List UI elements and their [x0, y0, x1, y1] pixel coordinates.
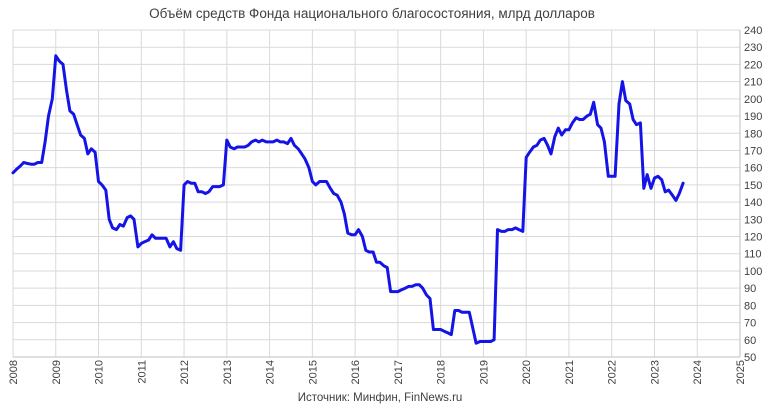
x-tick-label: 2015: [307, 360, 319, 384]
axis-layer: [13, 30, 741, 358]
x-tick-label: 2025: [735, 360, 747, 384]
grid-layer: [12, 29, 741, 358]
y-tick-label: 170: [744, 145, 762, 157]
x-tick-label: 2008: [8, 360, 20, 384]
series-line-0: [11, 54, 685, 345]
y-tick-label: 110: [744, 249, 762, 261]
x-tick-label: 2024: [692, 360, 704, 384]
x-tick-label: 2023: [649, 360, 661, 384]
x-tick-label: 2016: [350, 360, 362, 384]
y-tick-label: 130: [744, 214, 762, 226]
x-tick-label: 2009: [51, 360, 63, 384]
x-tick-label: 2018: [436, 360, 448, 384]
y-tick-label: 180: [744, 128, 762, 140]
chart-title: Объём средств Фонда национального благос…: [149, 6, 595, 21]
x-tick-label: 2017: [393, 360, 405, 384]
y-tick-label: 240: [744, 25, 762, 37]
y-tick-label: 120: [744, 232, 762, 244]
x-tick-label: 2020: [521, 360, 533, 384]
y-tick-label: 150: [744, 180, 762, 192]
series-layer: [11, 54, 685, 345]
x-tick-label: 2012: [179, 360, 191, 384]
y-tick-label: 100: [744, 266, 762, 278]
x-tick-label: 2021: [564, 360, 576, 384]
y-tick-label: 200: [744, 94, 762, 106]
x-tick-label: 2019: [478, 360, 490, 384]
x-tick-label: 2013: [222, 360, 234, 384]
y-tick-label: 60: [744, 335, 756, 347]
y-tick-label: 220: [744, 59, 762, 71]
y-tick-label: 230: [744, 42, 762, 54]
x-tick-label: 2014: [265, 360, 277, 384]
tick-layer: 50 60 70 80 90 100 110 120 130 140 150 160 170 180 190…: [8, 25, 762, 384]
x-tick-label: 2010: [94, 360, 106, 384]
chart-source: Источник: Минфин, FinNews.ru: [297, 392, 463, 404]
y-tick-label: 160: [744, 163, 762, 175]
x-tick-label: 2022: [607, 360, 619, 384]
y-tick-label: 140: [744, 197, 762, 209]
y-tick-label: 80: [744, 300, 756, 312]
x-tick-label: 2011: [136, 360, 148, 384]
y-tick-label: 70: [744, 318, 756, 330]
y-tick-label: 210: [744, 77, 762, 89]
y-tick-label: 50: [744, 352, 756, 364]
y-tick-label: 90: [744, 283, 756, 295]
y-tick-label: 190: [744, 111, 762, 123]
